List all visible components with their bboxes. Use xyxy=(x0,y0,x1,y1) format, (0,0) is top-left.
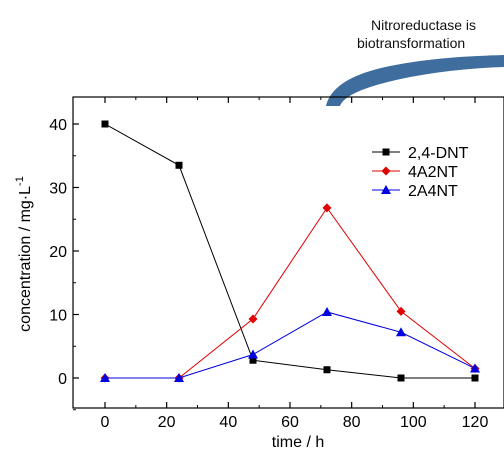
series-0 xyxy=(101,120,479,382)
data-point xyxy=(248,314,258,324)
annotation-line-1: Nitroreductase is xyxy=(371,17,476,33)
y-axis-label: concentration / mg·L-1 xyxy=(14,176,34,332)
data-point xyxy=(175,161,183,169)
x-tick-label: 40 xyxy=(219,414,237,431)
data-point xyxy=(322,203,332,213)
y-tick-label: 40 xyxy=(49,117,67,134)
data-point xyxy=(322,306,332,316)
x-tick-label: 60 xyxy=(281,414,299,431)
data-point xyxy=(471,374,479,382)
x-tick-label: 100 xyxy=(400,414,427,431)
series-2 xyxy=(100,306,480,382)
x-tick-label: 20 xyxy=(158,414,176,431)
y-tick-label: 30 xyxy=(49,181,67,198)
series-line xyxy=(105,311,476,379)
series-line xyxy=(105,206,476,379)
y-axis-label-main: concentration / mg·L xyxy=(17,186,34,332)
legend: 2,4-DNT 4A2NT 2A4NT xyxy=(372,145,469,200)
y-axis-label-superscript: -1 xyxy=(14,176,26,186)
data-point xyxy=(100,373,110,382)
data-point xyxy=(396,327,406,337)
data-point xyxy=(323,366,331,374)
x-tick-label: 80 xyxy=(343,414,361,431)
y-tick-label: 10 xyxy=(49,308,67,325)
y-tick-label: 20 xyxy=(49,244,67,261)
series-1 xyxy=(100,203,480,383)
data-point xyxy=(470,363,480,373)
data-point xyxy=(174,373,184,382)
series-line xyxy=(104,123,475,379)
axis-ticks xyxy=(73,97,476,411)
data-point xyxy=(396,306,406,316)
data-point xyxy=(101,120,109,128)
x-axis-label: time / h xyxy=(272,434,324,451)
data-point xyxy=(248,349,258,359)
legend-label: 4A2NT xyxy=(408,164,458,181)
y-tick-label: 0 xyxy=(58,371,67,388)
data-point xyxy=(249,356,257,364)
data-point xyxy=(397,374,405,382)
series-layer xyxy=(100,120,480,383)
legend-marker xyxy=(382,148,390,156)
plot-frame xyxy=(72,96,504,409)
x-tick-label: 120 xyxy=(462,414,489,431)
legend-marker xyxy=(381,166,391,176)
x-tick-label: 0 xyxy=(101,414,110,431)
legend-label: 2,4-DNT xyxy=(408,145,469,162)
tick-labels: 0 20 40 60 80 100 120 0 10 20 30 40 xyxy=(49,117,488,431)
annotation-line-2: biotransformation xyxy=(357,35,465,51)
legend-label: 2A4NT xyxy=(408,183,458,200)
legend-marker xyxy=(381,185,391,194)
curved-arrow xyxy=(326,55,504,106)
